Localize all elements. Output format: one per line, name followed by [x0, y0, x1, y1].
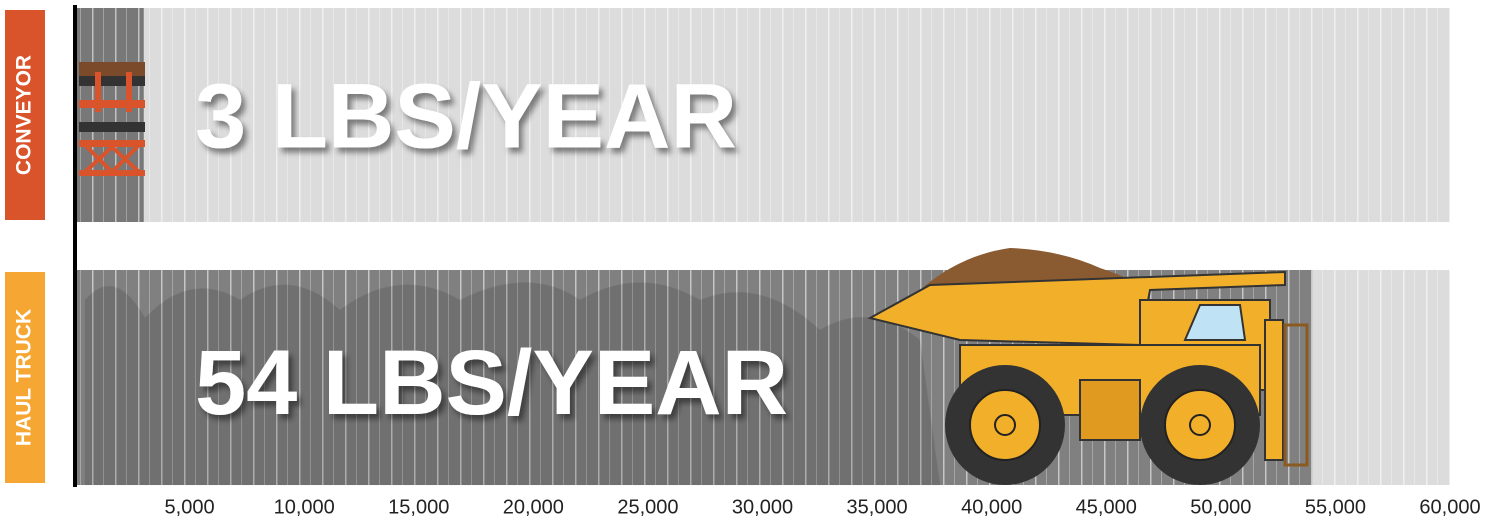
stripes: [75, 8, 1450, 222]
x-tick-label: 25,000: [617, 496, 678, 518]
x-tick-label: 40,000: [961, 496, 1022, 518]
truck-icon: [969, 389, 1041, 461]
x-tick-label: 35,000: [846, 496, 907, 518]
category-label: CONVEYOR: [13, 55, 36, 175]
category-box: [5, 10, 45, 220]
truck-icon: [1189, 414, 1211, 436]
labels: CONVEYOR 3 LBS/YEAR HAUL TRUCK 54 LBS/YEAR 5…: [5, 10, 1481, 518]
x-tick-label: 60,000: [1419, 496, 1480, 518]
x-tick-label: 50,000: [1190, 496, 1251, 518]
category-label: HAUL TRUCK: [13, 309, 36, 446]
conveyor-icon: [79, 76, 145, 86]
conveyor-icon: [79, 62, 145, 78]
data-label: 3 LBS/YEAR: [195, 65, 737, 167]
data-label: 54 LBS/YEAR: [195, 332, 788, 434]
conveyor-icon: [126, 72, 132, 112]
truck-icon: [1283, 323, 1309, 467]
conveyor-icon: [83, 143, 141, 175]
x-tick-label: 5,000: [165, 496, 215, 518]
conveyor-icon: [79, 122, 145, 132]
conveyor-icon: [79, 140, 145, 147]
illustrations: [79, 62, 1309, 486]
conveyor-icon: [79, 100, 145, 108]
x-tick-label: 45,000: [1076, 496, 1137, 518]
x-tick-label: 20,000: [503, 496, 564, 518]
x-tick-label: 10,000: [274, 496, 335, 518]
x-tick-label: 30,000: [732, 496, 793, 518]
truck-icon: [84, 282, 941, 486]
category-box: [5, 272, 45, 483]
truck-icon: [994, 414, 1016, 436]
truck-icon: [1183, 304, 1247, 341]
truck-icon: [1079, 379, 1141, 441]
conveyor-icon: [95, 72, 101, 112]
x-tick-label: 15,000: [388, 496, 449, 518]
x-tick-label: 55,000: [1305, 496, 1366, 518]
truck-icon: [1164, 389, 1236, 461]
truck-icon: [867, 270, 1286, 347]
truck-icon: [1264, 319, 1284, 461]
